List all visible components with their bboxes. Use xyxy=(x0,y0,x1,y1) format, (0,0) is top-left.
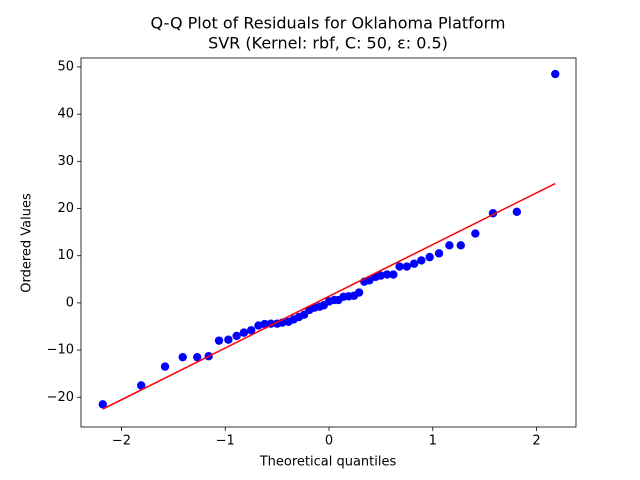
data-point xyxy=(98,400,107,409)
data-point xyxy=(456,241,466,250)
x-axis-label: Theoretical quantiles xyxy=(259,455,397,470)
y-tick-label: 30 xyxy=(57,154,74,169)
data-point xyxy=(434,249,444,258)
y-axis-label: Ordered Values xyxy=(20,193,35,293)
plot-frame xyxy=(80,57,577,428)
x-tick-label: −1 xyxy=(216,434,235,449)
y-tick-label: 40 xyxy=(57,107,74,122)
y-tick-label: −10 xyxy=(47,343,74,358)
data-point xyxy=(389,270,398,279)
y-tick-label: 20 xyxy=(57,201,74,216)
data-point xyxy=(136,381,146,390)
data-point xyxy=(260,319,269,329)
data-point xyxy=(365,276,374,285)
data-point xyxy=(409,259,419,268)
data-point xyxy=(376,271,386,280)
fit-line xyxy=(102,182,556,410)
data-point xyxy=(402,262,412,271)
y-tick-label: −20 xyxy=(47,390,74,405)
data-point xyxy=(214,336,224,345)
data-point xyxy=(551,69,560,79)
y-tick-label: 0 xyxy=(66,295,74,310)
data-point xyxy=(239,328,249,337)
data-point xyxy=(246,326,256,335)
chart-subtitle: SVR (Kernel: rbf, C: 50, ε: 0.5) xyxy=(208,34,448,53)
data-point xyxy=(471,229,480,238)
data-point xyxy=(445,241,454,250)
y-tick-label: 10 xyxy=(57,248,74,263)
data-point xyxy=(417,256,426,265)
x-tick-label: 0 xyxy=(325,434,333,449)
data-point xyxy=(425,252,434,262)
data-point xyxy=(354,288,364,297)
data-point xyxy=(160,362,170,371)
chart-title: Q-Q Plot of Residuals for Oklahoma Platf… xyxy=(151,14,506,33)
data-point xyxy=(395,262,404,271)
data-point xyxy=(382,270,392,279)
x-tick-label: −2 xyxy=(112,434,131,449)
y-tick-label: 50 xyxy=(57,59,74,74)
data-point xyxy=(512,207,522,217)
data-point xyxy=(224,335,233,344)
data-point xyxy=(193,352,202,362)
data-point xyxy=(232,331,241,341)
x-tick-label: 2 xyxy=(532,434,540,449)
data-point xyxy=(178,352,187,362)
x-tick-label: 1 xyxy=(429,434,437,449)
